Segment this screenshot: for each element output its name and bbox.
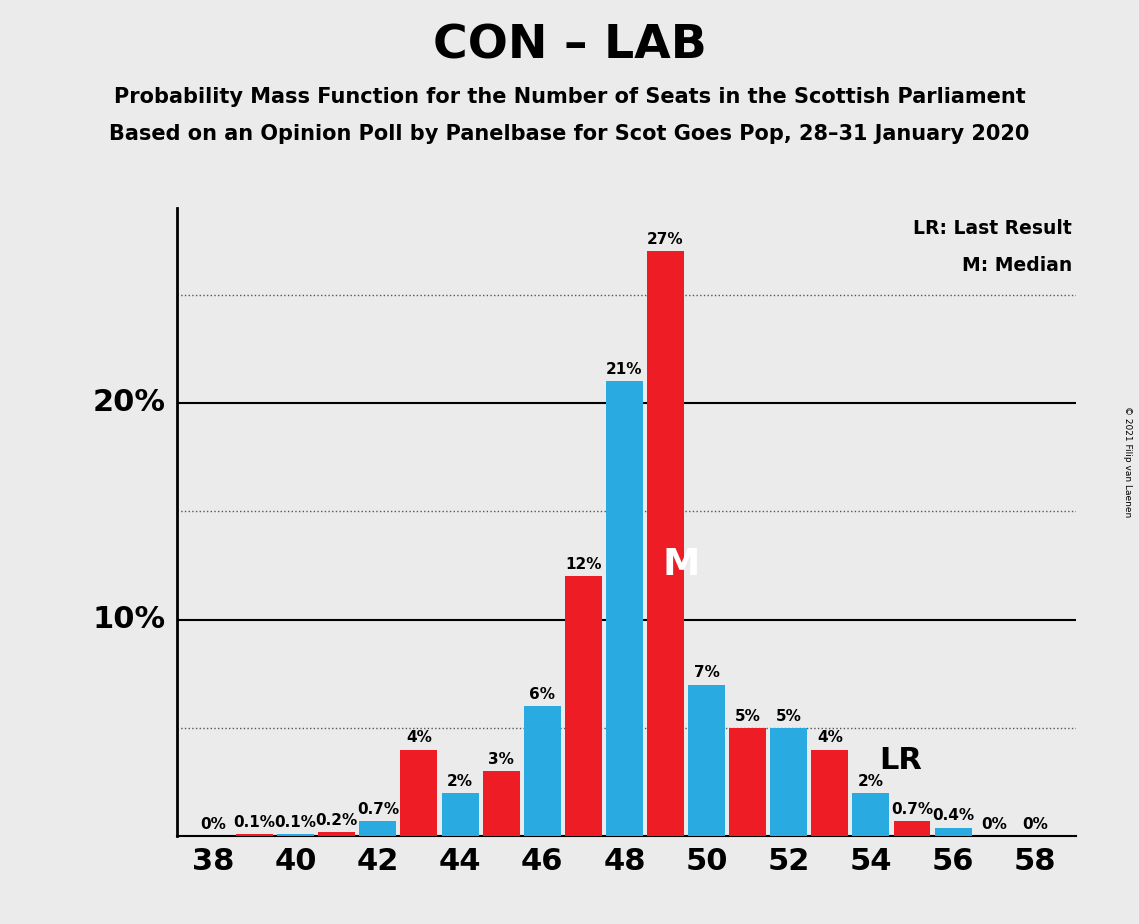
Text: Based on an Opinion Poll by Panelbase for Scot Goes Pop, 28–31 January 2020: Based on an Opinion Poll by Panelbase fo… [109,124,1030,144]
Text: 0%: 0% [200,817,227,832]
Text: 21%: 21% [606,362,642,377]
Text: 0.1%: 0.1% [274,815,317,830]
Text: 20%: 20% [92,388,165,418]
Text: 0%: 0% [1023,817,1048,832]
Bar [565,577,601,836]
Text: 10%: 10% [92,605,165,634]
Bar [483,772,519,836]
Text: LR: LR [879,746,921,775]
Bar [688,685,726,836]
Text: 0.7%: 0.7% [357,802,399,817]
Text: 2%: 2% [446,773,473,788]
Text: 7%: 7% [694,665,720,680]
Text: 27%: 27% [647,232,683,247]
Text: 12%: 12% [565,557,601,572]
Text: LR: Last Result: LR: Last Result [913,219,1072,237]
Text: 5%: 5% [735,709,761,723]
Text: 0%: 0% [981,817,1007,832]
Text: 4%: 4% [817,730,843,746]
Bar [935,828,972,836]
Bar [852,793,890,836]
Text: 0.1%: 0.1% [233,815,276,830]
Bar [401,749,437,836]
Text: 0.4%: 0.4% [932,808,974,823]
Text: Probability Mass Function for the Number of Seats in the Scottish Parliament: Probability Mass Function for the Number… [114,87,1025,107]
Text: 6%: 6% [530,687,555,702]
Bar [318,832,355,836]
Bar [647,251,685,836]
Text: 0.7%: 0.7% [891,802,933,817]
Text: M: M [663,547,699,583]
Bar [811,749,849,836]
Bar [236,834,273,836]
Text: 4%: 4% [405,730,432,746]
Bar [606,382,642,836]
Bar [729,728,767,836]
Text: 2%: 2% [858,773,884,788]
Text: 0.2%: 0.2% [316,812,358,828]
Text: 5%: 5% [776,709,802,723]
Text: CON – LAB: CON – LAB [433,23,706,68]
Bar [442,793,478,836]
Bar [277,834,314,836]
Bar [770,728,808,836]
Bar [360,821,396,836]
Bar [524,706,560,836]
Text: M: Median: M: Median [962,256,1072,274]
Text: © 2021 Filip van Laenen: © 2021 Filip van Laenen [1123,407,1132,517]
Bar [893,821,931,836]
Text: 3%: 3% [489,752,514,767]
